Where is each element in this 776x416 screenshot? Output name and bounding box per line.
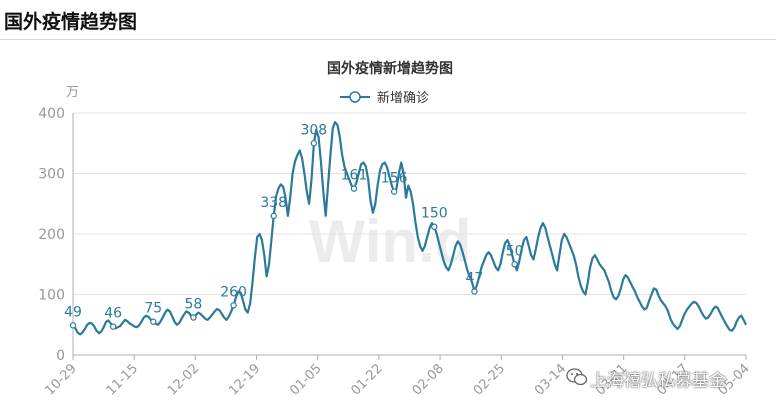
data-label: 161 — [341, 168, 368, 184]
data-point-marker — [69, 322, 77, 329]
brand-watermark: 上海禧弘私募基金 — [590, 371, 726, 391]
data-label: 50 — [506, 243, 524, 259]
data-point-marker — [109, 323, 117, 330]
data-point-marker — [390, 188, 398, 195]
data-label: 58 — [185, 296, 203, 312]
data-point-marker — [310, 140, 318, 147]
page-title: 国外疫情趋势图 — [4, 11, 138, 33]
y-unit-label: 万 — [66, 85, 79, 100]
data-label: 49 — [64, 304, 82, 320]
data-label: 75 — [144, 301, 162, 317]
data-label: 150 — [421, 206, 448, 222]
x-tick-label: 12-02 — [165, 361, 202, 398]
data-point-marker — [270, 212, 277, 220]
data-point-marker — [471, 288, 478, 295]
x-tick-label: 01-05 — [287, 361, 324, 398]
x-tick-label: 02-25 — [471, 361, 508, 398]
wechat-icon — [566, 368, 588, 386]
x-tick-label: 11-15 — [104, 361, 141, 398]
legend-label: 新增确诊 — [377, 90, 429, 106]
x-tick-label: 02-08 — [410, 361, 447, 398]
data-point-marker — [350, 185, 358, 192]
x-tick-label: 12-19 — [226, 361, 263, 398]
x-tick-label: 01-22 — [348, 361, 385, 398]
data-point-marker — [511, 261, 518, 268]
data-label: 308 — [300, 122, 327, 138]
y-tick-label: 300 — [38, 167, 65, 183]
page-header: 国外疫情趋势图 — [0, 0, 776, 40]
data-point-marker — [431, 223, 438, 230]
data-label: 47 — [466, 270, 484, 286]
data-point-marker — [150, 318, 157, 325]
legend-marker — [349, 91, 361, 103]
chart-title: 国外疫情新增趋势图 — [327, 60, 453, 77]
y-tick-label: 0 — [56, 348, 65, 364]
y-tick-label: 100 — [38, 288, 65, 304]
y-tick-label: 400 — [38, 106, 65, 122]
data-label: 260 — [220, 284, 247, 300]
x-tick-label: 03-14 — [532, 361, 569, 398]
data-label: 46 — [104, 306, 122, 322]
x-tick-label: 10-29 — [43, 361, 80, 398]
data-point-marker — [190, 314, 197, 321]
data-label: 338 — [260, 195, 287, 211]
y-tick-label: 200 — [38, 227, 65, 243]
data-point-marker — [230, 302, 237, 309]
data-label: 156 — [381, 171, 408, 187]
series-line — [72, 121, 747, 336]
